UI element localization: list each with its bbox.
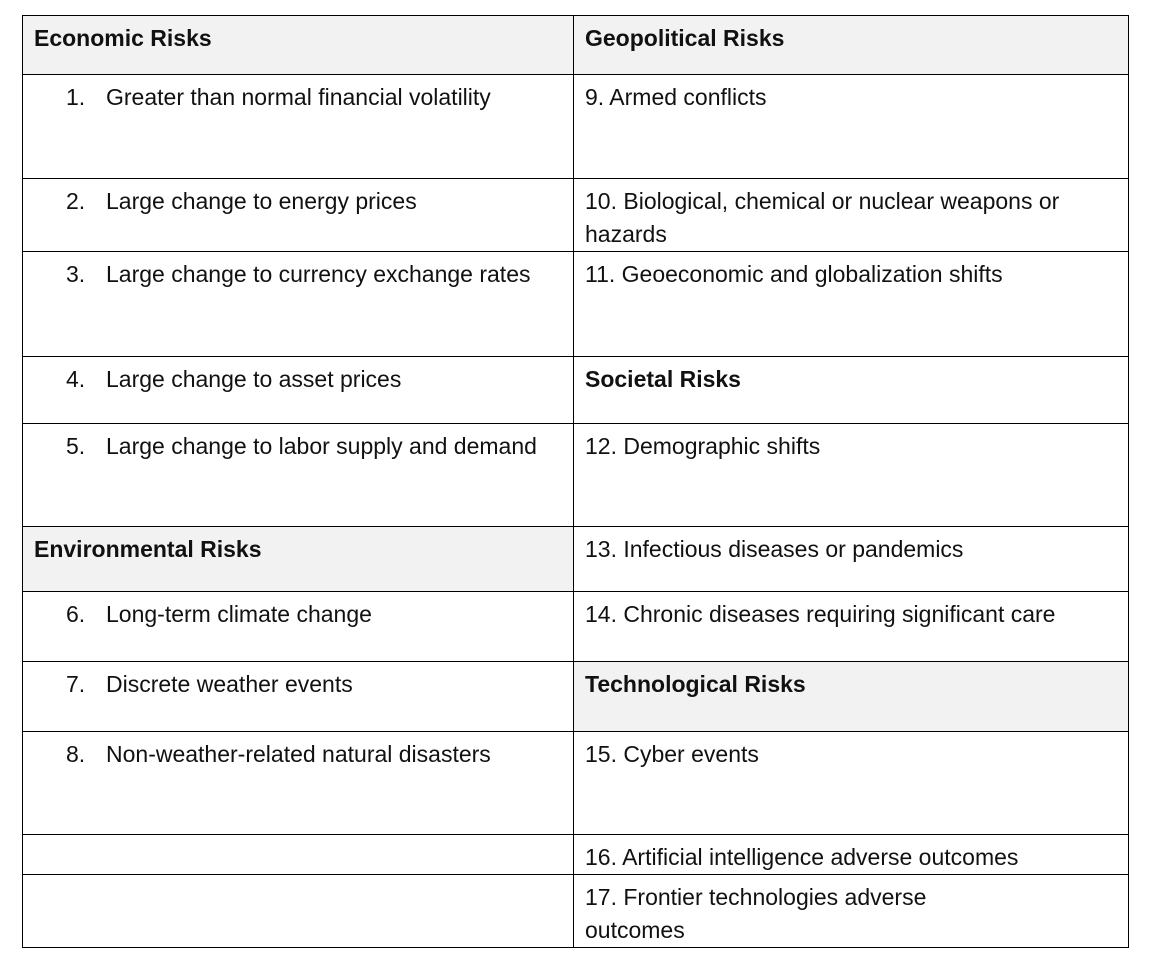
cell-geopolitical-risks-header: Geopolitical Risks (573, 15, 1129, 75)
list-number: 3. (66, 261, 86, 287)
cell-item-16: 16. Artificial intelligence adverse outc… (573, 834, 1129, 875)
list-text: Large change to asset prices (106, 366, 402, 392)
cell-item-3: 3. Large change to currency exchange rate… (22, 251, 574, 357)
list-number: 2. (66, 188, 86, 214)
cell-item-17: 17. Frontier technologies adverse outcom… (573, 874, 1129, 948)
item-text: 15. Cyber events (585, 741, 759, 767)
cell-item-5: 5. Large change to labor supply and deman… (22, 423, 574, 527)
cell-environmental-risks-header: Environmental Risks (22, 526, 574, 592)
cell-item-12: 12. Demographic shifts (573, 423, 1129, 527)
cell-item-9: 9. Armed conflicts (573, 74, 1129, 179)
list-text: Large change to currency exchange rates (106, 261, 531, 287)
cell-technological-risks-header: Technological Risks (573, 661, 1129, 732)
table-row: 5. Large change to labor supply and deman… (22, 423, 1129, 527)
list-text: Greater than normal financial volatility (106, 84, 491, 110)
list-number: 7. (66, 671, 86, 697)
list-text: Large change to energy prices (106, 188, 417, 214)
cell-item-11: 11. Geoeconomic and globalization shifts (573, 251, 1129, 357)
item-text: 14. Chronic diseases requiring significa… (585, 601, 1056, 627)
cell-item-8: 8. Non-weather-related natural disasters (22, 731, 574, 835)
list-text: Long-term climate change (106, 601, 372, 627)
list-text: Discrete weather events (106, 671, 353, 697)
list-item: 8. Non-weather-related natural disasters (34, 738, 549, 771)
list-number: 6. (66, 601, 86, 627)
list-number: 5. (66, 433, 86, 459)
cell-item-14: 14. Chronic diseases requiring significa… (573, 591, 1129, 662)
category-header: Geopolitical Risks (585, 25, 785, 51)
cell-item-10: 10. Biological, chemical or nuclear weap… (573, 178, 1129, 252)
table-row: 7. Discrete weather events Technological … (22, 661, 1129, 732)
cell-item-6: 6. Long-term climate change (22, 591, 574, 662)
table-row: 17. Frontier technologies adverse outcom… (22, 874, 1129, 948)
table-row: 6. Long-term climate change 14. Chronic d… (22, 591, 1129, 662)
category-header: Technological Risks (585, 671, 806, 697)
cell-item-15: 15. Cyber events (573, 731, 1129, 835)
list-item: 7. Discrete weather events (34, 668, 549, 701)
cell-item-1: 1. Greater than normal financial volatili… (22, 74, 574, 179)
list-number: 1. (66, 84, 86, 110)
cell-item-7: 7. Discrete weather events (22, 661, 574, 732)
cell-item-13: 13. Infectious diseases or pandemics (573, 526, 1129, 592)
item-text: 10. Biological, chemical or nuclear weap… (585, 188, 1060, 247)
table-row: 8. Non-weather-related natural disasters … (22, 731, 1129, 835)
list-item: 1. Greater than normal financial volatili… (34, 81, 549, 114)
category-header: Environmental Risks (34, 536, 262, 562)
table-row: 2. Large change to energy prices 10. Biol… (22, 178, 1129, 252)
list-item: 6. Long-term climate change (34, 598, 549, 631)
table-row: 1. Greater than normal financial volatili… (22, 74, 1129, 179)
item-text: 16. Artificial intelligence adverse outc… (585, 844, 1019, 870)
table-row: 4. Large change to asset prices Societal … (22, 356, 1129, 424)
table-row: Economic Risks Geopolitical Risks (22, 15, 1129, 75)
cell-item-4: 4. Large change to asset prices (22, 356, 574, 424)
empty-cell (22, 834, 574, 875)
item-text: 9. Armed conflicts (585, 84, 767, 110)
cell-societal-risks-header: Societal Risks (573, 356, 1129, 424)
item-text: 13. Infectious diseases or pandemics (585, 536, 964, 562)
list-number: 8. (66, 741, 86, 767)
item-text: 12. Demographic shifts (585, 433, 821, 459)
table-row: 3. Large change to currency exchange rate… (22, 251, 1129, 357)
risk-category-table: Economic Risks Geopolitical Risks 1. Grea… (22, 15, 1129, 948)
list-item: 5. Large change to labor supply and deman… (34, 430, 549, 463)
list-item: 3. Large change to currency exchange rate… (34, 258, 549, 291)
category-header: Societal Risks (585, 366, 741, 392)
table-row: Environmental Risks 13. Infectious disea… (22, 526, 1129, 592)
item-text: 11. Geoeconomic and globalization shifts (585, 261, 1003, 287)
list-text: Non-weather-related natural disasters (106, 741, 491, 767)
list-item: 4. Large change to asset prices (34, 363, 549, 396)
list-text: Large change to labor supply and demand (106, 433, 537, 459)
cell-economic-risks-header: Economic Risks (22, 15, 574, 75)
cell-item-2: 2. Large change to energy prices (22, 178, 574, 252)
item-text: 17. Frontier technologies adverse outcom… (585, 884, 927, 943)
list-item: 2. Large change to energy prices (34, 185, 549, 218)
table-row: 16. Artificial intelligence adverse outc… (22, 834, 1129, 875)
list-number: 4. (66, 366, 86, 392)
category-header: Economic Risks (34, 25, 212, 51)
empty-cell (22, 874, 574, 948)
